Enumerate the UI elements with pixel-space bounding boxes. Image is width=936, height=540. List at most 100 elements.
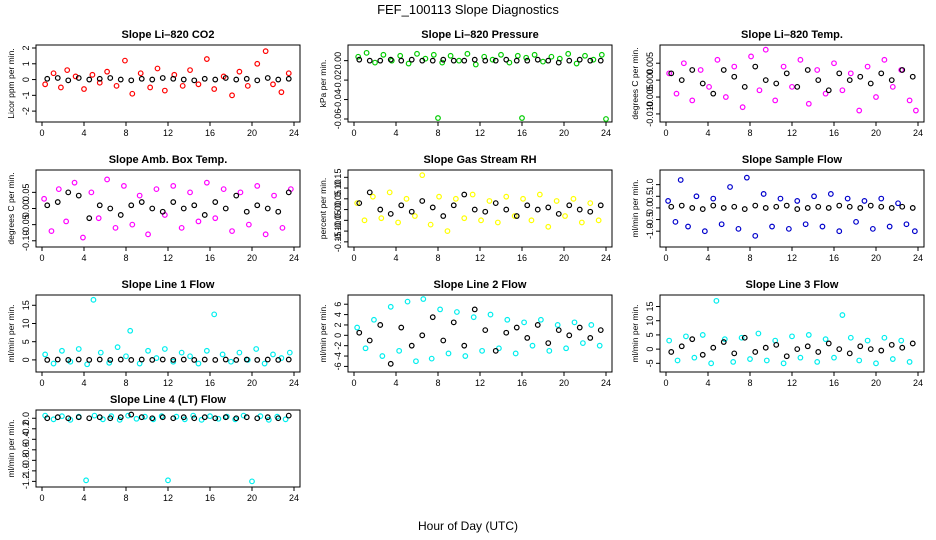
- y-tick-label: 0.00: [333, 52, 343, 70]
- data-point: [839, 312, 846, 318]
- data-point: [822, 90, 829, 97]
- data-point: [439, 59, 446, 66]
- data-point: [154, 65, 161, 72]
- y-tick-label: 15: [21, 300, 31, 310]
- data-point: [412, 213, 418, 219]
- data-point: [597, 327, 604, 334]
- data-point: [598, 51, 605, 58]
- y-tick-label: -0.2: [21, 421, 31, 437]
- data-point: [587, 200, 594, 207]
- data-point: [114, 344, 121, 351]
- data-point: [180, 76, 187, 83]
- data-point: [44, 202, 51, 209]
- data-point: [398, 324, 405, 331]
- data-point: [571, 319, 578, 326]
- data-point: [492, 200, 499, 207]
- data-point: [128, 356, 135, 363]
- data-point: [191, 415, 198, 422]
- data-point: [215, 415, 222, 422]
- panel-10: Slope Line 4 (LT) Flow 0 4 8 12 16 20 24 -1.2-1.…: [6, 394, 301, 503]
- data-point: [545, 204, 552, 211]
- data-point: [825, 340, 832, 347]
- x-tick-label: 20: [247, 128, 257, 138]
- data-point: [804, 205, 811, 211]
- data-point: [815, 349, 822, 355]
- y-tick-label: -1.0: [645, 223, 655, 239]
- data-point: [136, 192, 143, 199]
- data-point: [75, 75, 82, 81]
- data-point: [573, 60, 580, 67]
- y-tick-label: 0.0: [21, 412, 31, 425]
- y-axis-label: kPa per min.: [318, 60, 328, 108]
- data-point: [180, 414, 187, 421]
- data-point: [370, 193, 376, 200]
- data-point: [55, 186, 62, 193]
- data-point: [503, 206, 510, 213]
- data-point: [362, 345, 369, 352]
- data-point: [482, 208, 489, 215]
- x-tick-label: 16: [829, 378, 839, 388]
- data-point: [354, 324, 361, 331]
- data-point: [471, 56, 478, 63]
- plot-frame: [35, 294, 301, 373]
- data-point: [264, 75, 271, 81]
- y-tick-label: -0.05: [21, 214, 31, 235]
- data-point: [699, 206, 706, 212]
- data-point: [693, 193, 700, 200]
- data-point: [170, 358, 177, 365]
- data-point: [534, 56, 541, 63]
- y-tick-label: 0: [333, 333, 343, 338]
- data-point: [44, 415, 51, 422]
- data-point: [116, 416, 123, 423]
- x-tick-label: 12: [787, 378, 797, 388]
- data-point: [141, 413, 148, 420]
- data-point: [856, 357, 863, 364]
- data-point: [524, 335, 531, 341]
- data-point: [220, 186, 227, 193]
- plot-frame: [347, 294, 613, 373]
- data-point: [762, 77, 769, 84]
- data-point: [747, 356, 753, 362]
- data-point: [857, 73, 864, 80]
- data-point: [524, 57, 531, 64]
- data-point: [699, 332, 706, 338]
- data-point: [271, 192, 277, 199]
- data-point: [889, 356, 896, 362]
- data-point: [519, 115, 525, 121]
- data-point: [492, 347, 499, 354]
- hourly-mean-series: [668, 334, 916, 360]
- data-point: [203, 56, 210, 62]
- data-point: [386, 189, 393, 196]
- data-point: [361, 217, 368, 224]
- figure-x-axis-label: Hour of Day (UTC): [418, 519, 518, 533]
- data-point: [107, 75, 114, 81]
- data-point: [75, 346, 82, 352]
- plot-frame: [347, 44, 613, 123]
- data-point: [113, 82, 120, 89]
- data-point: [846, 203, 853, 210]
- data-point: [435, 115, 441, 121]
- data-point: [831, 354, 837, 361]
- data-point: [245, 221, 252, 228]
- x-tick-label: 16: [205, 253, 215, 263]
- data-point: [529, 342, 536, 349]
- data-point: [149, 356, 156, 363]
- hourly-mean-series: [44, 356, 292, 363]
- data-point: [520, 195, 526, 202]
- data-point: [44, 75, 51, 82]
- data-point: [65, 356, 72, 363]
- data-point: [487, 311, 494, 318]
- data-point: [59, 347, 65, 354]
- y-tick-label: 10: [645, 316, 655, 326]
- data-point: [666, 70, 673, 77]
- slope-series: [665, 174, 918, 239]
- data-point: [445, 350, 452, 357]
- y-tick-label: 2: [333, 322, 343, 327]
- data-point: [158, 413, 165, 420]
- data-point: [120, 183, 127, 189]
- data-point: [243, 356, 250, 363]
- data-point: [597, 57, 604, 64]
- x-tick-label: 20: [247, 253, 257, 263]
- data-point: [270, 351, 276, 358]
